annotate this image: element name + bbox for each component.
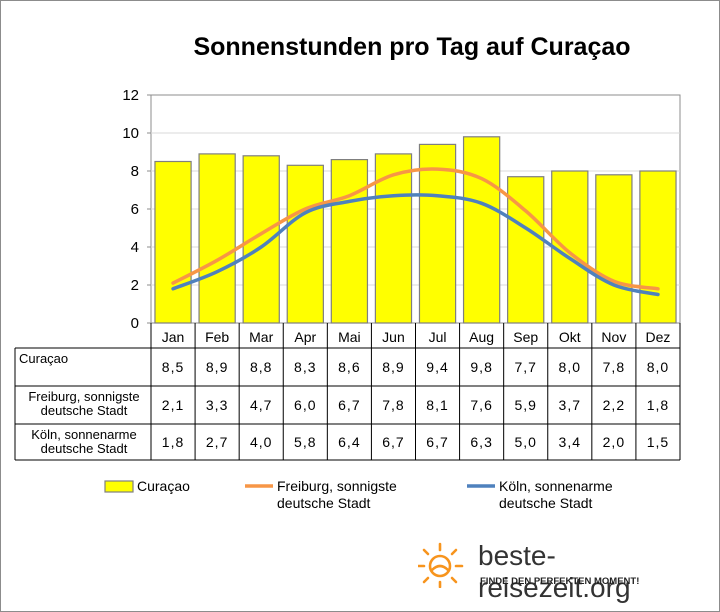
- category-label: Jan: [162, 329, 185, 345]
- table-cell: 6,7: [338, 397, 360, 413]
- category-label: Nov: [601, 329, 626, 345]
- row-label: Curaçao: [19, 351, 68, 366]
- table-cell: 6,4: [338, 434, 360, 450]
- plot-area: 0 2 4 6 8 10 12: [122, 87, 681, 332]
- legend-label: deutsche Stadt: [277, 495, 371, 511]
- bar-jun: [374, 153, 413, 324]
- bar-jan: [154, 160, 192, 324]
- table-cell: 3,4: [559, 434, 581, 450]
- table-cell: 2,7: [206, 434, 228, 450]
- table-cell: 1,8: [162, 434, 184, 450]
- line-series-freiburg: [171, 167, 660, 291]
- table-cell: 8,3: [294, 359, 316, 375]
- bar-feb: [198, 153, 236, 324]
- table-cell: 3,7: [559, 397, 581, 413]
- table-cell: 5,8: [294, 434, 316, 450]
- bar-aug: [462, 136, 501, 324]
- table-cell: 9,4: [426, 359, 448, 375]
- sun-icon: [418, 542, 464, 588]
- row-label: Köln, sonnenarme: [31, 427, 137, 442]
- table-cell: 7,8: [382, 397, 404, 413]
- category-label: Sep: [513, 329, 538, 345]
- line-series-koeln: [171, 193, 660, 297]
- brand-name: beste-reisezeit.org: [478, 540, 631, 603]
- y-tick-label: 4: [131, 239, 139, 256]
- category-label: Jun: [382, 329, 405, 345]
- y-tick-label: 0: [131, 315, 139, 332]
- category-label: Apr: [294, 329, 316, 345]
- row-label: Freiburg, sonnigste: [28, 389, 139, 404]
- y-tick-label: 2: [131, 277, 139, 294]
- category-label: Feb: [205, 329, 229, 345]
- table-cell: 4,0: [250, 434, 272, 450]
- table-cell: 5,0: [514, 434, 536, 450]
- table-cell: 8,0: [559, 359, 581, 375]
- table-cell: 5,9: [514, 397, 536, 413]
- brand-tagline: FINDE DEN PERFEKTEN MOMENT!: [480, 576, 640, 587]
- category-label: Dez: [646, 329, 671, 345]
- brand-logo[interactable]: beste-reisezeit.org FINDE DEN PERFEKTEN …: [418, 538, 708, 603]
- bar-dez: [639, 170, 677, 324]
- table-cell: 8,1: [426, 397, 448, 413]
- legend-label: Curaçao: [137, 478, 190, 494]
- category-label: Aug: [469, 329, 494, 345]
- table-cell: 8,6: [338, 359, 360, 375]
- table-cell: 7,8: [603, 359, 625, 375]
- bar-nov: [595, 174, 633, 324]
- legend-label: Freiburg, sonnigste: [277, 478, 397, 494]
- table-cell: 2,0: [603, 434, 625, 450]
- bar-mai: [330, 159, 369, 324]
- bar-apr: [286, 164, 324, 324]
- table-cell: 2,1: [162, 397, 184, 413]
- table-cell: 6,7: [382, 434, 404, 450]
- table-cell: 7,6: [470, 397, 492, 413]
- legend-label: Köln, sonnenarme: [499, 478, 613, 494]
- table-cell: 8,9: [206, 359, 228, 375]
- table-cell: 8,0: [647, 359, 669, 375]
- legend-swatch-bar: [104, 480, 134, 493]
- table-cell: 6,3: [470, 434, 492, 450]
- y-tick-label: 8: [131, 163, 139, 180]
- table-cell: 9,8: [470, 359, 492, 375]
- table-cell: 6,0: [294, 397, 316, 413]
- table-cell: 1,8: [647, 397, 669, 413]
- table-cell: 4,7: [250, 397, 272, 413]
- table-cell: 3,3: [206, 397, 228, 413]
- table-cell: 2,2: [603, 397, 625, 413]
- category-label: Mai: [338, 329, 361, 345]
- category-label: Jul: [429, 329, 447, 345]
- row-label: deutsche Stadt: [41, 441, 128, 456]
- category-label: Okt: [559, 329, 581, 345]
- table-cell: 6,7: [426, 434, 448, 450]
- y-tick-label: 6: [131, 201, 139, 218]
- bar-jul: [418, 143, 457, 324]
- category-label: Mar: [249, 329, 273, 345]
- chart-title: Sonnenstunden pro Tag auf Curaçao: [193, 33, 630, 61]
- bar-okt: [551, 170, 589, 324]
- table-cell: 1,5: [647, 434, 669, 450]
- y-tick-label: 12: [122, 87, 139, 104]
- table-cell: 8,9: [382, 359, 404, 375]
- row-label: deutsche Stadt: [41, 403, 128, 418]
- data-table: Jan Feb Mar Apr Mai Jun Jul Aug Sep Okt Nov Dez Cura…: [14, 323, 681, 461]
- legend-label: deutsche Stadt: [499, 495, 593, 511]
- y-tick-label: 10: [122, 125, 139, 142]
- table-cell: 7,7: [514, 359, 536, 375]
- table-cell: 8,8: [250, 359, 272, 375]
- table-cell: 8,5: [162, 359, 184, 375]
